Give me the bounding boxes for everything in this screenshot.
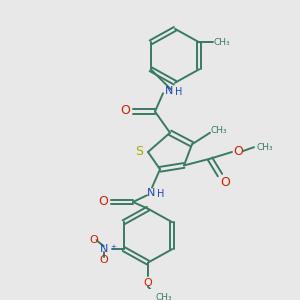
Text: H: H <box>175 87 182 97</box>
Text: O: O <box>98 194 108 208</box>
Text: H: H <box>157 189 165 199</box>
Text: CH₃: CH₃ <box>156 293 172 300</box>
Text: CH₃: CH₃ <box>257 143 273 152</box>
Text: O: O <box>220 176 230 189</box>
Text: N: N <box>165 86 173 96</box>
Text: O: O <box>89 235 98 244</box>
Text: +: + <box>110 244 116 250</box>
Text: O: O <box>120 104 130 117</box>
Text: O: O <box>233 145 243 158</box>
Text: N: N <box>100 244 108 254</box>
Text: ⁻: ⁻ <box>95 238 99 244</box>
Text: O: O <box>99 255 108 265</box>
Text: S: S <box>135 146 143 158</box>
Text: N: N <box>147 188 155 198</box>
Text: CH₃: CH₃ <box>211 126 227 135</box>
Text: CH₃: CH₃ <box>214 38 231 47</box>
Text: O: O <box>144 278 152 288</box>
